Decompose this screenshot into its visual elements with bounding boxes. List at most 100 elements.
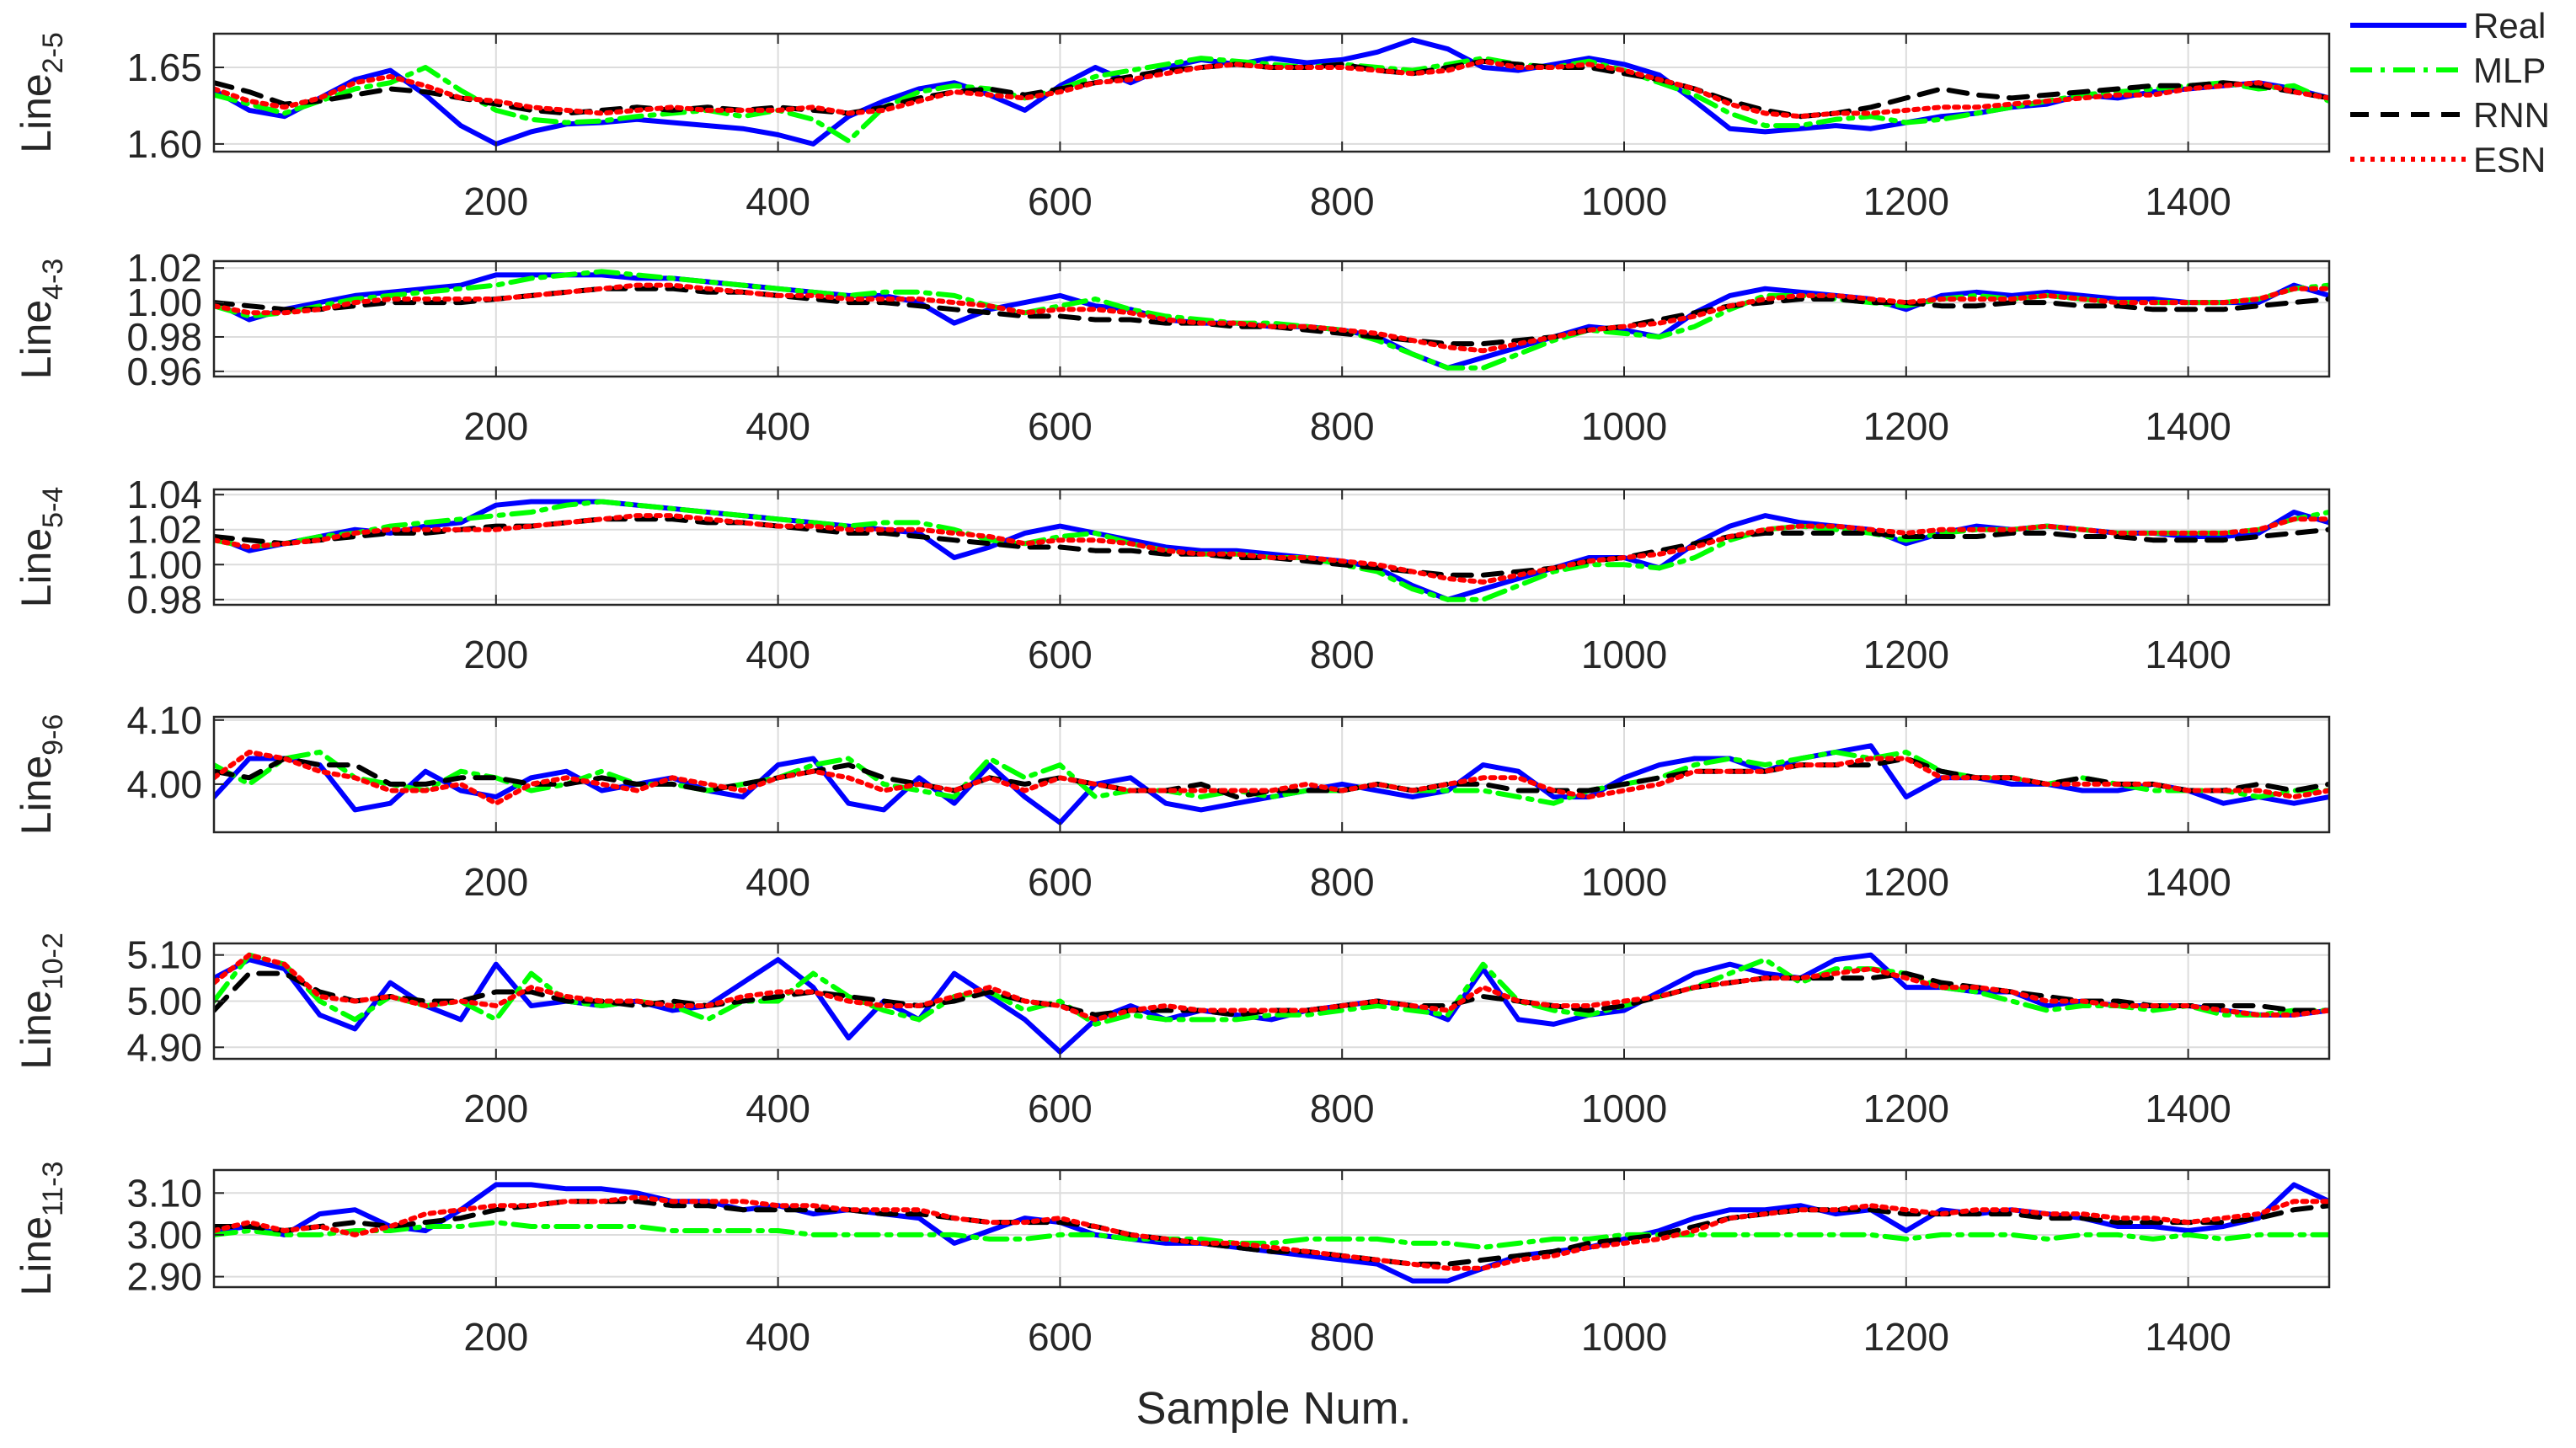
x-tick-label: 1200 [1863, 1087, 1949, 1130]
x-tick-label: 800 [1310, 1087, 1375, 1130]
series-group [214, 952, 2329, 1055]
plot-area [214, 489, 2329, 605]
x-tick-label: 1200 [1863, 860, 1949, 904]
series-group [214, 499, 2329, 602]
legend-label: Real [2473, 6, 2546, 45]
x-tick-label: 1000 [1581, 1315, 1667, 1359]
series-line-esn [214, 513, 2329, 585]
y-tick-label: 5.10 [126, 933, 202, 977]
x-tick-label: 400 [746, 1315, 810, 1359]
plot-area [214, 261, 2329, 377]
y-tick-label: 1.04 [126, 473, 202, 516]
x-tick-label: 400 [746, 179, 810, 223]
x-tick-label: 600 [1028, 1087, 1093, 1130]
y-tick-label: 1.60 [126, 122, 202, 166]
x-tick-label: 200 [463, 1087, 528, 1130]
y-tick-label: 5.00 [126, 980, 202, 1023]
y-axis-label: Line10-2 [13, 932, 69, 1070]
y-tick-label: 0.98 [126, 578, 202, 622]
legend-entry-mlp: MLP [2350, 51, 2546, 90]
plot-area [214, 717, 2329, 832]
x-tick-label: 1400 [2145, 633, 2231, 676]
y-tick-label: 1.65 [126, 45, 202, 89]
x-tick-label: 400 [746, 1087, 810, 1130]
legend-entry-rnn: RNN [2350, 95, 2550, 135]
x-tick-label: 1400 [2145, 1087, 2231, 1130]
x-tick-label: 600 [1028, 633, 1093, 676]
legend-entry-esn: ESN [2350, 140, 2546, 179]
y-axis-label: Line11-3 [13, 1161, 69, 1296]
x-tick-label: 1200 [1863, 179, 1949, 223]
x-tick-label: 1400 [2145, 1315, 2231, 1359]
x-tick-label: 1400 [2145, 179, 2231, 223]
y-axis-label: Line9-6 [13, 714, 69, 836]
y-tick-label: 4.90 [126, 1025, 202, 1069]
panel-1: 200 400 600 800 1000 1200 1400 1.60 1.65 Line2-5 [13, 32, 2331, 223]
y-axis-label: Line2-5 [13, 32, 69, 153]
series-group [214, 37, 2329, 147]
x-tick-label: 1000 [1581, 404, 1667, 448]
x-tick-label: 600 [1028, 179, 1093, 223]
series-group [214, 269, 2329, 371]
x-tick-label: 800 [1310, 860, 1375, 904]
x-tick-label: 200 [463, 179, 528, 223]
series-group [214, 1182, 2329, 1284]
x-tick-label: 200 [463, 1315, 528, 1359]
y-tick-label: 0.96 [126, 350, 202, 393]
axes-frame [212, 488, 2331, 606]
x-tick-label: 1400 [2145, 404, 2231, 448]
legend-label: MLP [2473, 51, 2546, 90]
y-tick-label: 1.00 [126, 542, 202, 586]
series-line-rnn [214, 1199, 2329, 1267]
x-tick-label: 600 [1028, 860, 1093, 904]
x-tick-label: 400 [746, 404, 810, 448]
x-tick-label: 1000 [1581, 179, 1667, 223]
y-tick-label: 1.02 [126, 246, 202, 290]
x-tick-label: 600 [1028, 404, 1093, 448]
legend-label: ESN [2473, 140, 2546, 179]
series-line-mlp [214, 1220, 2329, 1250]
series-line-esn [214, 952, 2329, 1023]
x-tick-label: 1000 [1581, 633, 1667, 676]
panel-2: 200 400 600 800 1000 1200 1400 0.960.981.001.02… [13, 246, 2331, 448]
y-tick-label: 2.90 [126, 1255, 202, 1299]
series-line-real [214, 499, 2329, 602]
x-tick-label: 200 [463, 860, 528, 904]
legend: Real MLP RNN ESN [2350, 6, 2550, 179]
legend-label: RNN [2473, 95, 2550, 135]
x-tick-label: 800 [1310, 1315, 1375, 1359]
axes-frame [212, 715, 2331, 834]
x-tick-label: 600 [1028, 1315, 1093, 1359]
x-tick-label: 400 [746, 633, 810, 676]
x-tick-label: 400 [746, 860, 810, 904]
x-tick-label: 1000 [1581, 860, 1667, 904]
y-tick-label: 4.10 [126, 698, 202, 742]
y-tick-label: 1.02 [126, 508, 202, 552]
panel-3: 200 400 600 800 1000 1200 1400 0.981.001.021.04… [13, 473, 2331, 676]
panel-6: 200 400 600 800 1000 1200 1400 2.903.003.10 Line… [13, 1161, 2331, 1359]
y-tick-label: 3.00 [126, 1213, 202, 1257]
x-tick-label: 1000 [1581, 1087, 1667, 1130]
x-tick-label: 200 [463, 633, 528, 676]
panel-4: 200 400 600 800 1000 1200 1400 4.00 4.10 Line9-6 [13, 698, 2331, 904]
series-line-mlp [214, 269, 2329, 371]
series-group [214, 743, 2329, 826]
x-tick-label: 1200 [1863, 633, 1949, 676]
y-tick-label: 0.98 [126, 315, 202, 359]
series-line-mlp [214, 499, 2329, 602]
plot-area [214, 34, 2329, 152]
x-tick-label: 800 [1310, 179, 1375, 223]
x-tick-label: 200 [463, 404, 528, 448]
y-tick-label: 4.00 [126, 762, 202, 806]
y-tick-label: 1.00 [126, 281, 202, 324]
axes-frame [212, 259, 2331, 378]
x-tick-label: 1200 [1863, 1315, 1949, 1359]
y-tick-label: 3.10 [126, 1171, 202, 1215]
y-axis-label: Line5-4 [13, 487, 69, 608]
axes-frame [212, 32, 2331, 153]
x-axis-label: Sample Num. [1136, 1383, 1411, 1434]
x-tick-label: 1200 [1863, 404, 1949, 448]
legend-entry-real: Real [2350, 6, 2546, 45]
panel-5: 200 400 600 800 1000 1200 1400 4.905.005.10 Line… [13, 932, 2331, 1130]
